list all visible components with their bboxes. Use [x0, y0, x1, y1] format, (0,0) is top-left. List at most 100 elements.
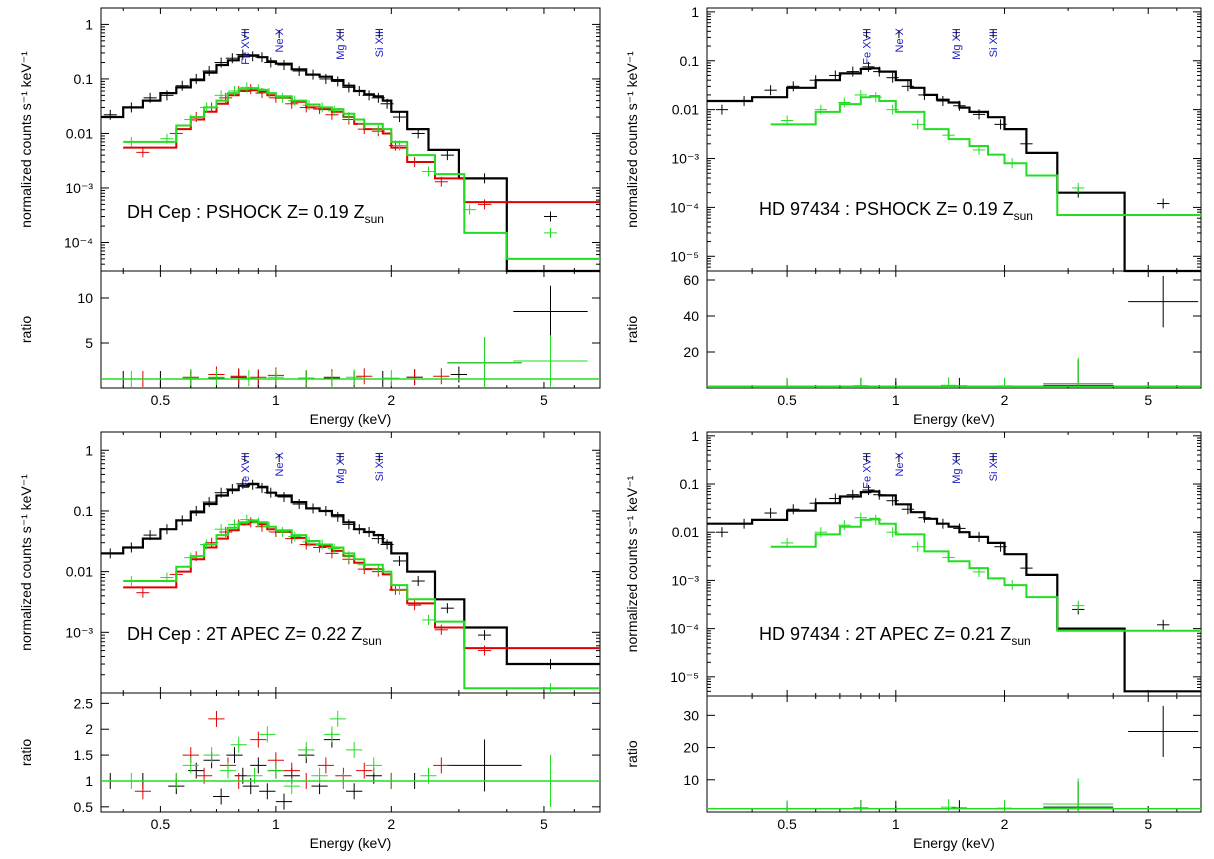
y-tick-label: 0.01 — [66, 125, 93, 141]
x-tick-label: 1 — [892, 816, 900, 832]
x-tick-label: 5 — [540, 816, 548, 832]
x-tick-label: 0.5 — [151, 816, 171, 832]
x-tick-label: 1 — [272, 816, 280, 832]
model-step-line — [707, 67, 1201, 273]
x-tick-label: 0.5 — [151, 392, 171, 408]
emission-line-label: Si XIII — [374, 28, 386, 57]
emission-line-label: Ne X — [894, 451, 906, 476]
emission-line-label: Mg XII — [335, 452, 347, 484]
x-tick-label: 2 — [1001, 392, 1009, 408]
y-tick-label: 10⁻⁵ — [670, 248, 699, 264]
emission-line-label: Si XIII — [988, 452, 1000, 481]
model-annotation-subscript: sun — [1011, 634, 1030, 648]
y-tick-label: 10⁻⁴ — [64, 234, 93, 250]
model-annotation: HD 97434 : PSHOCK Z= 0.19 Zsun — [759, 199, 1033, 223]
spectrum-frame — [100, 431, 601, 694]
ratio-tick-label: 2 — [85, 721, 93, 737]
ratio-axis-label: ratio — [624, 740, 640, 767]
x-axis-label: Energy (keV) — [310, 411, 392, 427]
emission-line-label: Fe XVII — [862, 28, 874, 65]
emission-line-label: Fe XVII — [240, 452, 252, 489]
model-annotation: DH Cep : 2T APEC Z= 0.22 Zsun — [127, 624, 382, 648]
ratio-axis-label: ratio — [18, 316, 34, 343]
ratio-frame — [100, 270, 601, 389]
x-tick-label: 2 — [1001, 816, 1009, 832]
y-tick-label: 0.1 — [74, 503, 94, 519]
x-tick-label: 2 — [387, 816, 395, 832]
emission-line-label: Ne X — [274, 27, 286, 52]
y-axis-label: normalized counts s⁻¹ keV⁻¹ — [624, 51, 640, 228]
model-annotation-subscript: sun — [362, 634, 381, 648]
x-tick-label: 5 — [540, 392, 548, 408]
y-tick-label: 0.01 — [672, 524, 699, 540]
ratio-tick-label: 0.5 — [74, 799, 94, 815]
ratio-tick-label: 2.5 — [74, 695, 94, 711]
ratio-tick-label: 10 — [683, 772, 699, 788]
ratio-tick-label: 40 — [683, 308, 699, 324]
x-tick-label: 0.5 — [777, 816, 797, 832]
ratio-axis-label: ratio — [624, 316, 640, 343]
emission-line-label: Si XIII — [374, 452, 386, 481]
y-tick-label: 10⁻⁴ — [670, 621, 699, 637]
y-axis-label: normalized counts s⁻¹ keV⁻¹ — [18, 51, 34, 228]
emission-line-label: Ne X — [274, 451, 286, 476]
ratio-tick-label: 10 — [77, 290, 93, 306]
y-tick-label: 0.1 — [680, 476, 700, 492]
ratio-tick-label: 20 — [683, 740, 699, 756]
model-step-line — [123, 89, 600, 204]
model-annotation-subscript: sun — [1014, 209, 1033, 223]
x-tick-label: 2 — [387, 392, 395, 408]
ratio-axis-label: ratio — [18, 739, 34, 766]
model-step-line — [770, 517, 1201, 632]
ratio-tick-label: 1.5 — [74, 747, 94, 763]
y-axis-label: normalized counts s⁻¹ keV⁻¹ — [18, 474, 34, 651]
ratio-tick-label: 60 — [683, 272, 699, 288]
y-tick-label: 0.1 — [74, 71, 94, 87]
model-step-line — [123, 87, 600, 260]
ratio-tick-label: 1 — [85, 773, 93, 789]
emission-line-label: Si XIII — [988, 28, 1000, 57]
y-tick-label: 0.01 — [672, 102, 699, 118]
x-tick-label: 1 — [272, 392, 280, 408]
y-tick-label: 10⁻³ — [671, 151, 699, 167]
x-tick-label: 5 — [1144, 392, 1152, 408]
x-axis-label: Energy (keV) — [913, 835, 995, 851]
y-tick-label: 1 — [691, 4, 699, 20]
model-step-line — [707, 490, 1201, 693]
y-tick-label: 0.01 — [66, 564, 93, 580]
emission-line-label: Fe XVII — [862, 452, 874, 489]
ratio-frame — [706, 695, 1202, 813]
model-annotation: HD 97434 : 2T APEC Z= 0.21 Zsun — [759, 624, 1031, 648]
x-axis-label: Energy (keV) — [913, 411, 995, 427]
emission-line-label: Mg XII — [335, 28, 347, 60]
model-annotation: DH Cep : PSHOCK Z= 0.19 Zsun — [127, 202, 384, 226]
ratio-tick-label: 30 — [683, 707, 699, 723]
emission-line-label: Fe XVII — [240, 28, 252, 65]
y-tick-label: 1 — [85, 442, 93, 458]
model-step-line — [101, 482, 600, 666]
model-step-line — [123, 519, 600, 690]
x-tick-label: 5 — [1144, 816, 1152, 832]
model-annotation-subscript: sun — [365, 212, 384, 226]
y-tick-label: 1 — [85, 16, 93, 32]
y-tick-label: 10⁻⁴ — [670, 199, 699, 215]
y-tick-label: 0.1 — [680, 53, 700, 69]
y-tick-label: 10⁻³ — [671, 572, 699, 588]
ratio-frame — [100, 692, 601, 813]
y-tick-label: 10⁻³ — [65, 624, 93, 640]
ratio-frame — [706, 270, 1202, 389]
x-tick-label: 0.5 — [777, 392, 797, 408]
ratio-tick-label: 5 — [85, 335, 93, 351]
x-axis-label: Energy (keV) — [310, 835, 392, 851]
y-tick-label: 1 — [691, 428, 699, 444]
model-step-line — [770, 95, 1201, 216]
ratio-tick-label: 20 — [683, 344, 699, 360]
y-axis-label: normalized counts s⁻¹ keV⁻¹ — [624, 475, 640, 652]
emission-line-label: Mg XII — [951, 28, 963, 60]
emission-line-label: Ne X — [894, 27, 906, 52]
y-tick-label: 10⁻⁵ — [670, 669, 699, 685]
x-tick-label: 1 — [892, 392, 900, 408]
model-step-line — [101, 54, 600, 273]
y-tick-label: 10⁻³ — [65, 180, 93, 196]
